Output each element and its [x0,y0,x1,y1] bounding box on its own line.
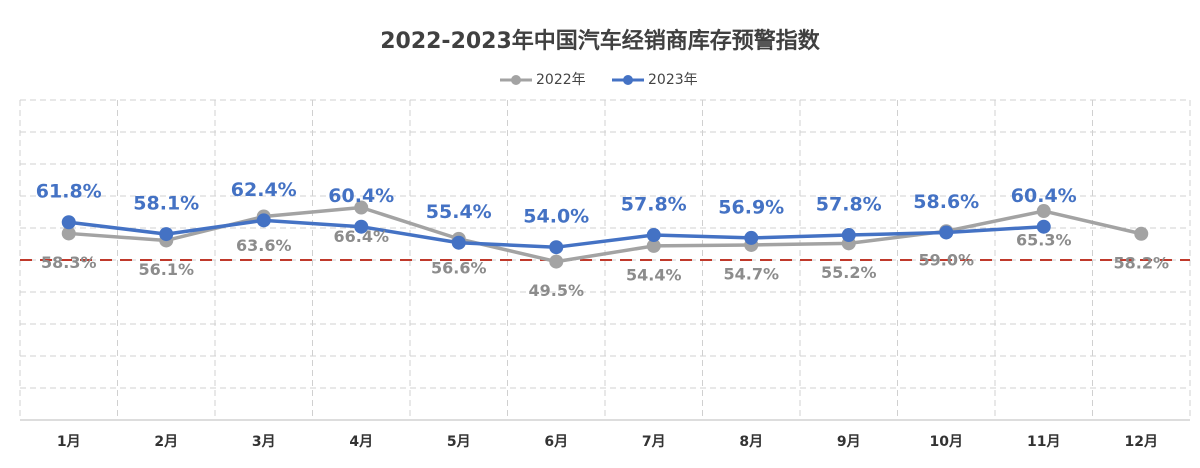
data-point [939,225,954,240]
data-point [549,240,564,255]
data-label: 49.5% [528,281,584,300]
data-label: 63.6% [236,236,292,255]
data-point [1134,226,1149,241]
data-point [256,213,271,228]
x-tick-label: 7月 [642,434,666,450]
data-label: 55.4% [426,201,492,223]
data-point [646,228,661,243]
data-label: 59.0% [918,251,974,270]
data-label: 61.8% [36,181,102,203]
legend-marker [511,75,521,85]
data-point [549,254,564,269]
x-tick-label: 2月 [154,434,178,450]
data-point [1036,204,1051,219]
data-label: 60.4% [1011,185,1077,207]
x-tick-label: 9月 [837,434,861,450]
legend-label: 2022年 [536,72,586,88]
data-label: 56.1% [138,260,194,279]
data-point [61,215,76,230]
data-label: 58.1% [133,193,199,215]
data-point [159,227,174,242]
data-point [841,228,856,243]
data-label: 58.2% [1113,253,1169,272]
data-label: 60.4% [328,185,394,207]
data-point [354,200,369,215]
data-label: 56.6% [431,258,487,277]
x-tick-label: 8月 [739,434,763,450]
data-label: 54.0% [523,206,589,228]
data-label: 57.8% [621,194,687,216]
x-tick-label: 1月 [57,434,81,450]
data-point [61,226,76,241]
x-tick-label: 11月 [1027,434,1060,450]
data-label: 57.8% [816,194,882,216]
data-label: 66.4% [333,227,389,246]
data-point [354,219,369,234]
data-label: 54.7% [723,264,779,283]
data-label: 58.6% [913,191,979,213]
data-label: 65.3% [1016,231,1072,250]
x-tick-label: 12月 [1125,434,1158,450]
x-tick-label: 6月 [544,434,568,450]
series-line [68,205,1142,264]
data-label: 56.9% [718,196,784,218]
data-point [451,235,466,250]
data-label: 62.4% [231,179,297,201]
data-label: 58.3% [41,253,97,272]
data-label: 54.4% [626,265,682,284]
x-tick-label: 3月 [252,434,276,450]
data-point [646,238,661,253]
x-tick-label: 4月 [349,434,373,450]
x-tick-label: 5月 [447,434,471,450]
x-tick-label: 10月 [930,434,963,450]
chart-title: 2022-2023年中国汽车经销商库存预警指数 [380,28,821,54]
data-label: 55.2% [821,263,877,282]
data-point [1036,219,1051,234]
legend-label: 2023年 [648,72,698,88]
data-point [744,230,759,245]
legend-marker [623,75,633,85]
